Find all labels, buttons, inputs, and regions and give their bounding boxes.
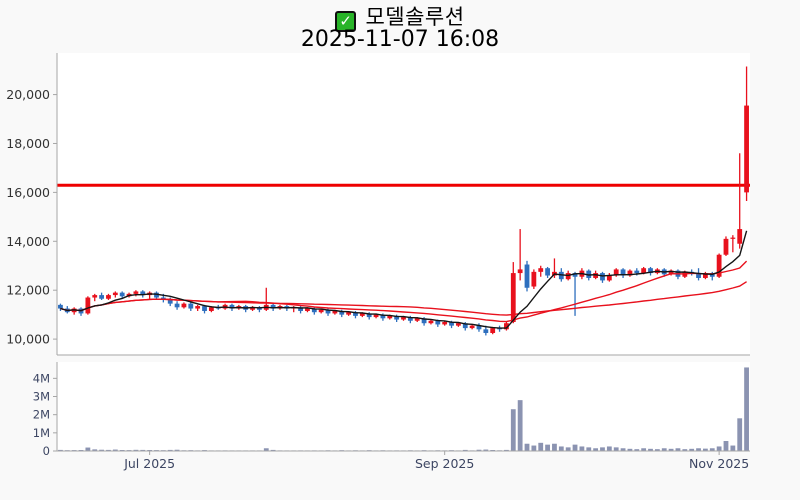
ma-lines-layer — [60, 230, 748, 329]
svg-text:4M: 4M — [33, 371, 50, 385]
svg-text:20,000: 20,000 — [6, 87, 50, 102]
volume-axis-labels: 0 1M 2M 3M 4M — [33, 371, 57, 458]
svg-text:Jul 2025: Jul 2025 — [123, 456, 175, 471]
ma-mid-line — [60, 260, 748, 323]
ma-fast-line — [60, 230, 748, 329]
price-axis-labels: 10,000 12,000 14,000 16,000 18,000 20,000 — [6, 87, 57, 347]
chart-timestamp: 2025-11-07 16:08 — [300, 27, 500, 52]
chart-title: ✓ 모델솔루션 — [0, 1, 800, 32]
svg-text:12,000: 12,000 — [6, 283, 50, 298]
svg-text:0: 0 — [43, 444, 50, 458]
price-plot-bg — [57, 53, 750, 355]
svg-text:3M: 3M — [33, 390, 50, 404]
green-checkbox-icon: ✓ — [335, 11, 357, 32]
axes-spines — [56, 53, 750, 452]
stock-name: 모델솔루션 — [365, 5, 465, 29]
svg-text:Sep 2025: Sep 2025 — [415, 456, 474, 471]
svg-text:1M: 1M — [33, 426, 50, 440]
svg-text:16,000: 16,000 — [6, 185, 50, 200]
volume-plot-bg — [57, 362, 750, 451]
x-axis-labels: Jul 2025 Sep 2025 Nov 2025 — [123, 451, 749, 471]
svg-text:Nov 2025: Nov 2025 — [689, 456, 749, 471]
svg-text:2M: 2M — [33, 408, 50, 422]
svg-text:14,000: 14,000 — [6, 234, 50, 249]
svg-text:18,000: 18,000 — [6, 136, 50, 151]
svg-text:10,000: 10,000 — [6, 332, 50, 347]
